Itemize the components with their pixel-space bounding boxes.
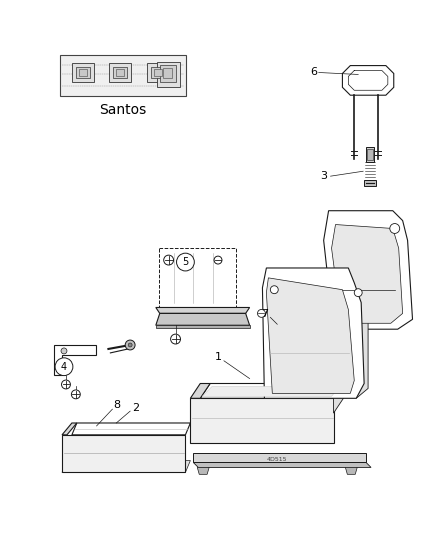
Polygon shape [202, 386, 339, 397]
Bar [159, 248, 236, 308]
Bar [151, 67, 165, 78]
Bar [79, 69, 87, 76]
Text: 5: 5 [182, 257, 188, 267]
Bar [364, 180, 376, 186]
Polygon shape [343, 66, 394, 95]
Circle shape [61, 348, 67, 354]
Polygon shape [197, 467, 209, 474]
Circle shape [164, 255, 173, 265]
Polygon shape [324, 211, 413, 329]
Bar [160, 64, 176, 83]
Circle shape [125, 340, 135, 350]
Polygon shape [156, 313, 250, 325]
Polygon shape [62, 461, 191, 472]
Circle shape [354, 289, 362, 296]
Circle shape [55, 358, 73, 376]
Polygon shape [54, 345, 95, 375]
Circle shape [171, 334, 180, 344]
Text: Santos: Santos [99, 103, 147, 117]
Polygon shape [191, 398, 333, 443]
Polygon shape [346, 467, 357, 474]
Circle shape [177, 253, 194, 271]
Bar [154, 69, 162, 76]
Bar [367, 149, 373, 160]
Circle shape [71, 390, 80, 399]
Polygon shape [200, 384, 343, 398]
Bar [60, 55, 187, 96]
Text: 7: 7 [261, 309, 268, 319]
Circle shape [214, 256, 222, 264]
Polygon shape [332, 224, 403, 324]
Text: 4: 4 [61, 362, 67, 372]
Polygon shape [193, 453, 366, 463]
Polygon shape [72, 423, 191, 435]
Polygon shape [262, 268, 364, 398]
Text: 3: 3 [320, 171, 327, 181]
Polygon shape [266, 278, 354, 393]
Bar [113, 67, 127, 78]
Bar [366, 147, 374, 163]
Bar [76, 67, 90, 78]
Circle shape [258, 310, 265, 317]
Polygon shape [156, 308, 250, 313]
Circle shape [61, 362, 67, 368]
Polygon shape [356, 303, 368, 398]
Text: 2: 2 [133, 403, 140, 413]
Polygon shape [333, 384, 343, 413]
Bar [147, 62, 169, 83]
Polygon shape [191, 384, 210, 398]
Bar [117, 69, 124, 76]
Circle shape [390, 223, 400, 233]
Text: 4D515: 4D515 [267, 457, 287, 462]
Circle shape [61, 380, 71, 389]
Circle shape [270, 286, 278, 294]
Bar [110, 62, 131, 83]
Polygon shape [193, 463, 371, 467]
Circle shape [128, 343, 132, 347]
Polygon shape [156, 325, 250, 328]
Polygon shape [62, 423, 77, 435]
Text: 8: 8 [113, 400, 120, 410]
Text: 6: 6 [310, 68, 317, 77]
Text: 1: 1 [215, 352, 222, 362]
Bar [163, 68, 172, 78]
Bar [157, 62, 180, 87]
Bar [72, 62, 94, 83]
Polygon shape [62, 435, 185, 472]
